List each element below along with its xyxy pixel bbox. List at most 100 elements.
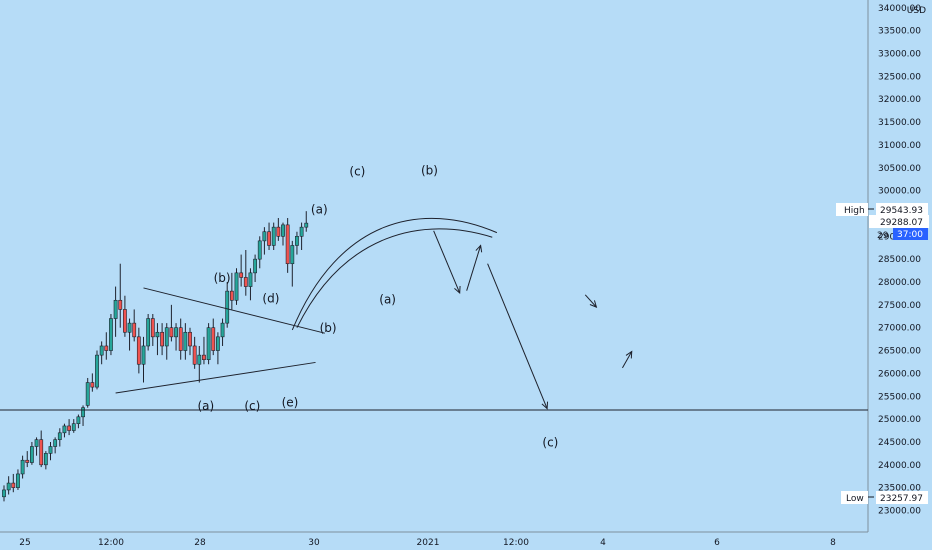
candle <box>67 419 72 436</box>
candle <box>11 473 16 493</box>
candle <box>150 313 155 346</box>
price-tick-label: 28500.00 <box>878 255 921 265</box>
wave-label: (a) <box>379 292 396 306</box>
candle <box>43 451 48 470</box>
candle <box>253 254 258 282</box>
high-marker: High 29543.93 <box>836 203 928 216</box>
candle-body <box>57 432 62 440</box>
price-axis: 23000.00 23500.00 24000.00 24500.00 25000.00… <box>878 4 921 517</box>
candle <box>271 222 276 251</box>
candle <box>99 341 104 365</box>
candle <box>57 428 62 447</box>
candle-body <box>220 322 225 338</box>
candle <box>39 430 44 468</box>
candle <box>257 236 262 269</box>
candlestick-series <box>2 211 309 502</box>
candle-body <box>169 327 174 338</box>
candle-body <box>6 482 11 491</box>
candle-body <box>206 327 211 360</box>
wave-label: (c) <box>542 436 558 450</box>
price-tick-label: 24500.00 <box>878 438 921 448</box>
candle-body <box>67 425 72 431</box>
candle <box>146 313 151 351</box>
candle <box>104 332 109 360</box>
wave-label: (a) <box>197 399 214 413</box>
candle <box>285 218 290 273</box>
candle-body <box>76 416 81 424</box>
candle <box>202 336 206 365</box>
candle-body <box>234 272 239 301</box>
candle-body <box>160 331 165 347</box>
candle-body <box>216 336 220 351</box>
candle-body <box>257 240 262 260</box>
candle <box>132 309 137 342</box>
candle-body <box>81 407 85 418</box>
high-label: High <box>844 206 865 216</box>
price-tick-label: 33500.00 <box>878 27 921 37</box>
candle-body <box>271 226 276 246</box>
candle <box>123 295 127 337</box>
candle <box>234 268 239 305</box>
projection-arrowhead <box>454 285 461 295</box>
price-tick-label: 31000.00 <box>878 141 921 151</box>
candle <box>295 231 299 255</box>
candle-body <box>304 222 309 228</box>
last-price-marker: 29288.07 29 37:00 <box>869 215 929 241</box>
candle-body <box>188 331 192 347</box>
candle <box>192 336 197 369</box>
price-axis-panel <box>868 0 932 532</box>
time-tick-label: 28 <box>194 538 206 548</box>
low-label: Low <box>846 494 864 504</box>
candle <box>188 327 192 356</box>
projection-arrowhead <box>475 244 483 253</box>
candle-body <box>16 473 20 488</box>
low-label-box <box>841 491 868 504</box>
candle-body <box>123 309 127 333</box>
price-tick-label: 23000.00 <box>878 507 921 517</box>
last-price-box <box>869 215 929 228</box>
candle <box>178 318 183 360</box>
candle <box>239 254 244 287</box>
time-tick-label: 4 <box>600 538 606 548</box>
candle-body <box>243 277 248 287</box>
wave-label: (d) <box>262 292 279 306</box>
inner-arc <box>296 228 493 328</box>
candle-body <box>104 345 109 351</box>
candle <box>20 455 25 479</box>
price-tick-label: 30000.00 <box>878 187 921 197</box>
candle <box>183 323 188 360</box>
candle-body <box>20 459 25 475</box>
projection-segment <box>466 245 482 291</box>
countdown-box <box>893 228 928 240</box>
projection-arrowhead <box>541 401 549 410</box>
candle-body <box>132 322 137 338</box>
wave-label: (c) <box>244 399 260 413</box>
candle <box>243 250 248 296</box>
candle <box>95 350 99 390</box>
low-marker: Low 23257.97 <box>841 491 928 504</box>
candle <box>16 469 20 490</box>
candle <box>169 304 174 342</box>
candle-body <box>164 327 169 347</box>
candle <box>118 263 123 328</box>
candle <box>174 323 178 351</box>
price-tick-label: 34000.00 <box>878 4 921 14</box>
candle-body <box>25 459 30 463</box>
price-tick-label: 25000.00 <box>878 415 921 425</box>
candle-body <box>290 245 295 265</box>
candle <box>6 476 11 495</box>
candle-body <box>136 336 141 365</box>
price-tick-label: 26500.00 <box>878 347 921 357</box>
candle-body <box>299 226 304 237</box>
candle <box>299 222 304 251</box>
low-value-box <box>876 491 928 504</box>
candle <box>81 405 85 426</box>
candle <box>109 313 113 356</box>
price-tick-label: 25500.00 <box>878 392 921 402</box>
candle <box>85 377 90 408</box>
candle-body <box>276 226 281 237</box>
candle-body <box>29 446 34 463</box>
candle-body <box>281 224 285 237</box>
